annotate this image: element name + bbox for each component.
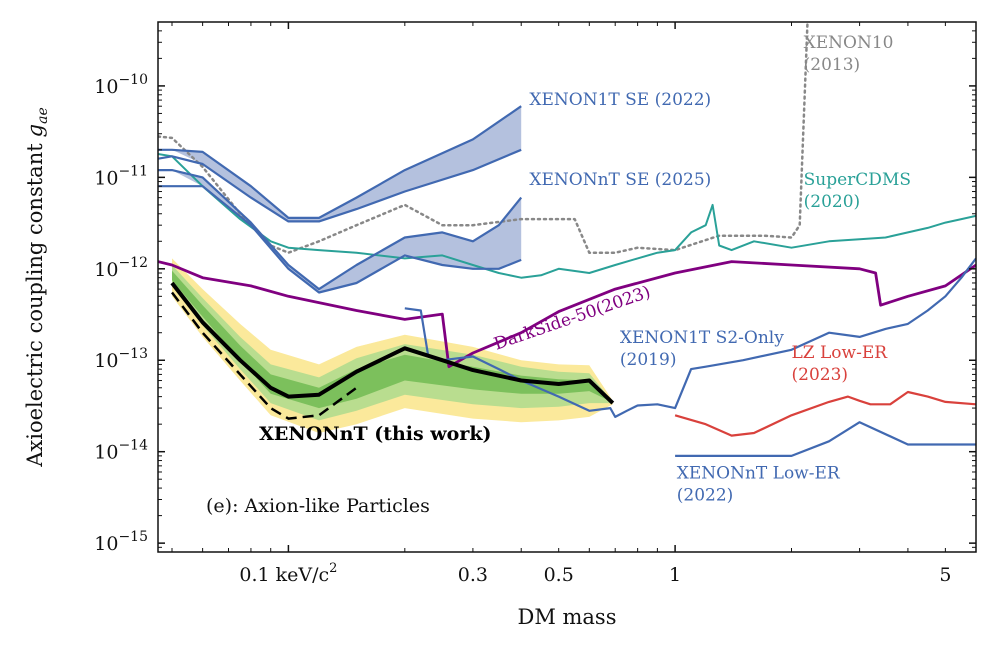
x-tick-label: 0.3 [458,564,488,586]
series-darkside-50-2023 [158,260,976,369]
series-xenon1t-s2-only-2019 [404,257,976,418]
ticks-layer: 10−10 10−11 10−12 10−13 10−14 10−15 0.1 keV/c2… [94,21,977,586]
annotation-xenonnt-se-2025: XENONnT SE (2025) [529,170,711,190]
series-lz-low-er-2023 [674,390,976,437]
y-axis-title: Axioelectric coupling constant gae [23,107,51,468]
annotation-xenon1t-se-2022: XENON1T SE (2022) [529,90,711,110]
band-xenonnt-median [172,270,613,409]
y-axis-title-symbol: g [23,124,47,137]
annotation-xenon10-2013: XENON10 (2013) [804,33,894,75]
lines-layer [158,22,976,457]
series-supercdms-2020 [158,153,976,279]
y-axis-title-text: Axioelectric coupling constant [23,143,47,468]
annotation-lz-low-er-2023: LZ Low-ER (2023) [792,343,889,385]
annotation-xenon1t-s2-only-2019: XENON1T S2-Only (2019) [620,328,784,370]
annotation-xenonnt-this-work: XENONnT (this work) [259,423,491,445]
y-tick-label: 10−13 [94,346,148,372]
panel-label: (e): Axion-like Particles [206,495,430,517]
annotation-xenonnt-low-er-2022: XENONnT Low-ER (2022) [677,463,841,505]
x-tick-label: 0.1 keV/c2 [239,561,337,586]
band-xenon1t-se-2022-band [172,106,522,222]
series-xenonnt-se-2025-lower [158,185,522,294]
x-tick-label: 0.5 [544,564,574,586]
y-tick-label: 10−12 [94,255,148,281]
series-xenon1t-se-2022-lower [158,148,522,223]
plot-frame [157,21,977,553]
x-tick-label: 5 [939,564,951,586]
y-axis-title-subscript: ae [35,107,51,124]
band-xenonnt-se-2025-band [172,170,522,293]
x-tick-label: 1 [669,564,681,586]
y-tick-label: 10−11 [94,163,148,189]
series-xenon1t-se-2022-upper [158,105,522,219]
series-xenonnt-this-work [170,281,615,405]
series-xenonnt-low-er-2022 [675,421,976,457]
x-axis-title: DM mass [517,605,616,629]
y-tick-label: 10−14 [94,438,148,464]
y-tick-label: 10−10 [94,72,148,98]
annotation-supercdms-2020: SuperCDMS (2020) [804,170,911,212]
y-tick-label: 10−15 [94,529,148,555]
series-xenonnt-se-2025-upper [158,169,523,291]
